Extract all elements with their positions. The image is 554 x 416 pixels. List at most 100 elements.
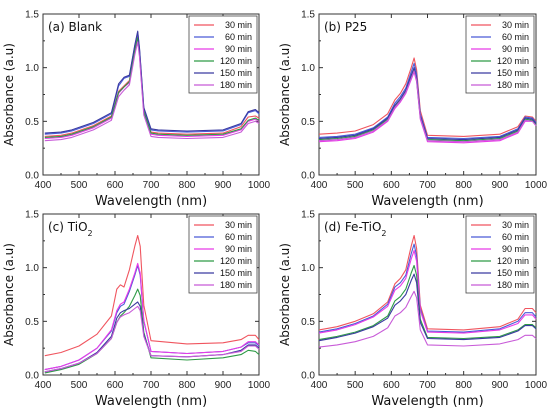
series-line-60-min: [318, 62, 537, 140]
panel-letter: (c): [48, 220, 64, 234]
x-tick-label: 400: [311, 180, 328, 191]
legend-label: 60 min: [502, 32, 529, 42]
y-tick-label: 0.5: [301, 117, 315, 128]
x-tick-label: 600: [107, 380, 124, 391]
legend-label: 180 min: [497, 280, 529, 290]
x-tick-label: 700: [419, 180, 436, 191]
legend-label: 180 min: [497, 80, 529, 90]
legend-label: 60 min: [225, 32, 252, 42]
legend-label: 150 min: [497, 68, 529, 78]
legend-label: 90 min: [502, 244, 529, 254]
series-line-180-min: [318, 290, 537, 348]
legend-label: 30 min: [225, 220, 252, 230]
x-tick-label: 500: [347, 380, 364, 391]
panel-letter: (a): [48, 20, 65, 34]
x-axis-label: Wavelength (nm): [95, 194, 207, 209]
panel-title: (b) P25: [324, 20, 367, 34]
y-tick-label: 1.5: [301, 10, 315, 21]
legend: 30 min 60 min 90 min 120 min 150 min 180 min: [465, 215, 535, 294]
panel-title: (d) Fe-TiO2: [324, 220, 387, 238]
x-tick-label: 1000: [525, 380, 548, 391]
legend-box: [188, 15, 258, 94]
series-line-180-min: [44, 305, 260, 373]
y-tick-label: 1.0: [25, 263, 39, 274]
y-tick-label: 0.0: [25, 171, 39, 182]
x-tick-label: 600: [383, 380, 400, 391]
x-tick-label: 900: [491, 180, 508, 191]
x-tick-label: 800: [455, 380, 472, 391]
panel-title: (c) TiO2: [48, 220, 93, 238]
series-line-30-min: [44, 234, 260, 357]
x-axis-label: Wavelength (nm): [371, 394, 483, 409]
panel-title-text: Fe-TiO: [345, 220, 382, 234]
series-line-30-min: [318, 57, 537, 137]
x-tick-label: 900: [491, 380, 508, 391]
legend-label: 60 min: [502, 232, 529, 242]
x-tick-label: 900: [215, 380, 232, 391]
y-axis-label: Absorbance (a.u): [2, 43, 16, 146]
x-axis-label: Wavelength (nm): [371, 194, 483, 209]
x-tick-label: 400: [35, 380, 52, 391]
legend-label: 30 min: [225, 20, 252, 30]
x-tick-label: 700: [143, 380, 160, 391]
x-tick-label: 500: [71, 380, 88, 391]
panel-title-text: TiO: [67, 220, 88, 234]
panel-a: 400 500 600 700 800 900 1000 0.0 0.5 1.0 1.5 Wavele…: [2, 10, 271, 210]
x-tick-label: 600: [107, 180, 124, 191]
x-tick-label: 1000: [525, 180, 548, 191]
legend: 30 min 60 min 90 min 120 min 150 min 180 min: [465, 15, 535, 94]
x-tick-label: 800: [179, 180, 196, 191]
series-line-150-min: [318, 273, 537, 342]
legend-box: [188, 215, 258, 294]
y-tick-label: 0.5: [301, 317, 315, 328]
x-tick-label: 500: [347, 180, 364, 191]
panel-letter: (d): [324, 220, 341, 234]
y-axis-label: Absorbance (a.u): [278, 43, 292, 146]
x-tick-label: 1000: [248, 380, 271, 391]
y-tick-label: 1.5: [25, 210, 39, 221]
legend: 30 min 60 min 90 min 120 min 150 min 180 min: [188, 215, 258, 294]
y-tick-label: 0.5: [25, 317, 39, 328]
x-tick-label: 600: [383, 180, 400, 191]
y-tick-label: 0.0: [25, 371, 39, 382]
x-tick-label: 800: [455, 180, 472, 191]
y-tick-label: 1.5: [25, 10, 39, 21]
x-tick-label: 500: [71, 180, 88, 191]
y-tick-label: 0.0: [301, 171, 315, 182]
legend-label: 180 min: [220, 280, 252, 290]
x-tick-label: 700: [419, 380, 436, 391]
legend: 30 min 60 min 90 min 120 min 150 min 180 min: [188, 15, 258, 94]
legend-label: 150 min: [497, 268, 529, 278]
x-tick-label: 400: [311, 380, 328, 391]
series-line-180-min: [318, 70, 537, 143]
series-line-90-min: [318, 249, 537, 334]
series-line-150-min: [318, 67, 537, 141]
legend-label: 90 min: [225, 244, 252, 254]
legend-label: 150 min: [220, 268, 252, 278]
panel-title-text: P25: [345, 20, 368, 34]
panel-b: 400 500 600 700 800 900 1000 0.0 0.5 1.0 1.5 Wavele…: [278, 10, 548, 210]
x-tick-label: 700: [143, 180, 160, 191]
legend-label: 120 min: [497, 56, 529, 66]
panel-title-text: Blank: [69, 20, 103, 34]
series-line-60-min: [318, 243, 537, 333]
legend-box: [465, 15, 535, 94]
y-tick-label: 0.5: [25, 117, 39, 128]
legend-box: [465, 215, 535, 294]
x-tick-label: 900: [215, 180, 232, 191]
legend-label: 150 min: [220, 68, 252, 78]
series-line-150-min: [44, 301, 260, 373]
series-line-120-min: [318, 264, 537, 341]
panel-d: 400 500 600 700 800 900 1000 0.0 0.5 1.0 1.5 Wavele…: [278, 210, 548, 410]
y-axis-label: Absorbance (a.u): [2, 243, 16, 346]
series-line-30-min: [318, 234, 537, 331]
x-tick-label: 1000: [248, 180, 271, 191]
legend-label: 120 min: [497, 256, 529, 266]
x-tick-label: 400: [35, 180, 52, 191]
series-line-180-min: [44, 41, 260, 142]
y-tick-label: 1.5: [301, 210, 315, 221]
panel-letter: (b): [324, 20, 341, 34]
panel-title-subscript: 2: [88, 229, 93, 238]
legend-label: 90 min: [225, 44, 252, 54]
